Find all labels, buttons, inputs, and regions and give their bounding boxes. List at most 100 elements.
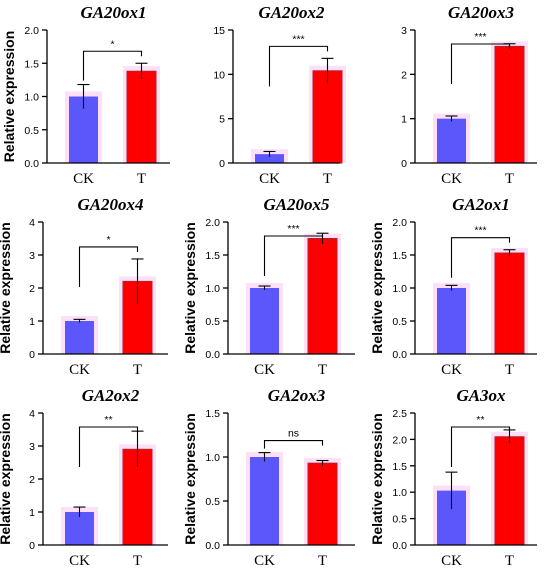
y-tick-label: 0.0 [392,349,407,361]
x-tick-label: CK [441,171,462,187]
y-tick-label: 1.0 [205,283,220,295]
bar-ck [437,118,466,163]
y-tick-label: 1.5 [205,250,220,262]
chart-panel-1: GA20ox1 Relative expression CK T 0.0 0.5 1.0 1.… [1,3,170,187]
significance-bracket [268,45,329,87]
y-tick-label: 0 [29,349,35,361]
y-tick-label: 0.0 [205,540,220,552]
y-tick-label: 1.0 [24,92,39,104]
y-tick-label: 10 [213,69,225,81]
y-tick-label: 0.0 [392,540,407,552]
bar-ck [250,457,279,545]
significance-label: * [110,38,114,50]
y-axis-label: Relative expression [369,222,385,354]
significance-label: ** [476,414,484,426]
y-tick-label: 2.0 [392,434,407,446]
chart-panel-7: GA2ox2 Relative expression CK T 0 1 2 3 4 ** [0,386,168,569]
x-tick-label: CK [441,553,462,569]
y-tick-label: 2.0 [392,217,407,229]
y-tick-label: 3 [401,25,407,37]
chart-panel-3: GA20ox3 CK T 0 1 2 3 *** [401,3,537,187]
x-tick-label: T [133,362,142,378]
chart-title: GA20ox2 [258,3,325,22]
bar-t [494,252,525,355]
y-tick-label: 1.5 [24,58,39,70]
y-tick-label: 0.0 [205,349,220,361]
x-tick-label: CK [69,362,90,378]
significance-bracket [263,235,324,276]
y-tick-label: 1.5 [392,461,407,473]
significance-label: * [106,234,110,246]
y-tick-label: 2 [401,69,407,81]
x-tick-label: T [505,171,514,187]
bar-ck [65,512,94,545]
x-tick-label: CK [254,553,275,569]
x-tick-label: CK [254,362,275,378]
y-tick-label: 1 [401,114,407,126]
y-tick-label: 0.5 [392,514,407,526]
significance-label: ** [104,414,112,426]
x-tick-label: T [323,171,332,187]
y-axis-label: Relative expression [182,222,198,354]
bar-ck [250,288,279,354]
y-tick-label: 0 [401,158,407,170]
chart-panel-2: GA20ox2 CK T 0 5 10 15 *** [213,3,346,187]
bar-t [307,238,338,355]
y-axis-label: Relative expression [1,31,17,163]
significance-label: *** [287,223,299,235]
y-tick-label: 15 [213,25,225,37]
y-tick-label: 2 [29,283,35,295]
bar-ck [255,154,284,163]
significance-label: ns [288,428,299,440]
significance-bracket [450,237,511,278]
chart-panel-5: GA20ox5 Relative expression CK T 0.0 0.5 1.0 1.… [182,195,355,378]
y-tick-label: 2 [29,474,35,486]
chart-panel-4: GA20ox4 Relative expression CK T 0 1 2 3 4 * [0,195,168,378]
significance-label: *** [474,225,486,237]
x-tick-label: T [318,362,327,378]
bar-t [494,436,525,546]
y-tick-label: 5 [219,114,225,126]
y-axis-label: Relative expression [0,222,13,354]
significance-bracket [78,426,139,467]
y-tick-label: 1.0 [392,487,407,499]
x-tick-label: CK [69,553,90,569]
chart-panel-8: GA2ox3 Relative expression CK T 0.0 0.5 1.0 1.5… [182,386,355,569]
x-tick-label: T [505,553,514,569]
significance-bracket [450,426,511,467]
y-axis-label: Relative expression [182,413,198,545]
y-tick-label: 1 [29,507,35,519]
y-axis-label: Relative expression [0,413,13,545]
x-tick-label: CK [259,171,280,187]
x-tick-label: T [505,362,514,378]
y-tick-label: 0.5 [205,316,220,328]
significance-bracket [78,246,139,287]
y-tick-label: 2.5 [392,408,407,420]
y-tick-label: 0 [219,158,225,170]
chart-title: GA20ox5 [263,195,330,214]
y-tick-label: 1.0 [392,283,407,295]
bar-t [494,45,525,164]
x-tick-label: T [318,553,327,569]
chart-title: GA2ox1 [452,195,510,214]
chart-title: GA2ox2 [82,386,140,405]
chart-panel-6: GA2ox1 Relative expression CK T 0.0 0.5 1.0 1.5… [369,195,537,378]
y-tick-label: 0.5 [24,125,39,137]
bar-ck [437,288,466,354]
x-tick-label: T [137,171,146,187]
y-axis-label: Relative expression [369,413,385,545]
bar-ck [65,321,94,354]
y-tick-label: 0 [29,540,35,552]
bar-t [307,462,338,546]
y-tick-label: 3 [29,250,35,262]
y-tick-label: 3 [29,441,35,453]
bar-t [312,70,343,164]
y-tick-label: 0.0 [24,158,39,170]
y-tick-label: 1.5 [205,408,220,420]
bar-t [126,70,157,164]
y-tick-label: 0.5 [392,316,407,328]
significance-bracket [263,440,324,449]
y-tick-label: 2.0 [205,217,220,229]
chart-title: GA20ox3 [448,3,515,22]
